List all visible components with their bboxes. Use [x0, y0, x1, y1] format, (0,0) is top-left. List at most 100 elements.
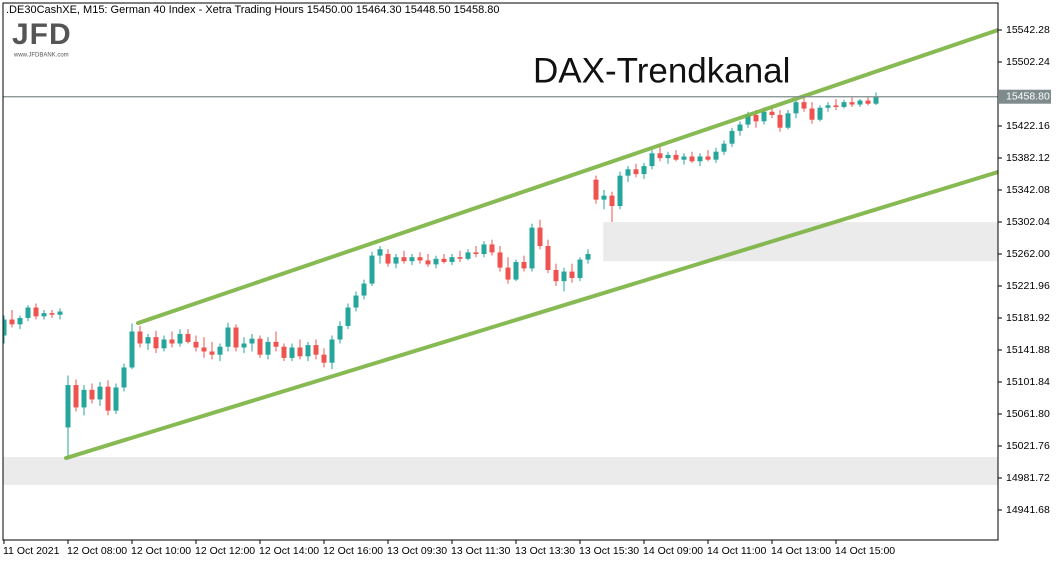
candle-body	[129, 331, 135, 368]
candle-body	[729, 130, 735, 144]
support-zone	[3, 456, 998, 485]
x-tick-label: 14 Oct 11:00	[707, 545, 767, 557]
candle-body	[289, 347, 295, 358]
candle-body	[617, 175, 623, 207]
x-tick-label: 12 Oct 10:00	[131, 545, 191, 557]
trendline	[64, 169, 998, 461]
candle-body	[825, 105, 831, 108]
x-tick-label: 14 Oct 09:00	[643, 545, 703, 557]
candle-body	[249, 338, 255, 344]
candle-body	[233, 327, 239, 348]
candle-body	[185, 333, 191, 342]
logo: JFD	[12, 18, 72, 51]
candle-body	[857, 100, 863, 105]
y-tick-label: 15181.92	[1006, 312, 1050, 324]
candle-body	[665, 154, 671, 159]
plot-frame	[2, 2, 999, 541]
candle-body	[169, 339, 175, 344]
candle-body	[265, 341, 271, 355]
candle-body	[113, 387, 119, 411]
candle-body	[577, 259, 583, 278]
candle-body	[761, 111, 767, 122]
candle-body	[649, 153, 655, 167]
candle-body	[449, 257, 455, 262]
candle-body	[209, 351, 215, 355]
candle-body	[273, 341, 279, 347]
candle-body	[193, 341, 199, 348]
x-tick-label: 12 Oct 16:00	[323, 545, 383, 557]
x-tick-label: 13 Oct 15:30	[579, 545, 639, 557]
candle-body	[873, 96, 879, 104]
candles	[3, 92, 879, 459]
candle-body	[505, 267, 511, 280]
candle-body	[33, 307, 39, 317]
candle-body	[25, 307, 31, 318]
candle-body	[49, 313, 55, 315]
zones	[3, 222, 998, 485]
candle-body	[681, 156, 687, 160]
candle-body	[721, 143, 727, 152]
candle-body	[57, 311, 63, 315]
y-tick-label: 15422.16	[1006, 120, 1050, 132]
candle-body	[337, 325, 343, 340]
candle-body	[353, 295, 359, 308]
candle-body	[777, 114, 783, 128]
y-tick-label: 15542.28	[1006, 24, 1050, 36]
candle-body	[513, 261, 519, 280]
candle-body	[537, 227, 543, 247]
support-zone	[603, 222, 998, 262]
candle-body	[393, 257, 399, 264]
candle-body	[161, 339, 167, 349]
candle-body	[817, 107, 823, 120]
candle-body	[145, 337, 151, 344]
candle-body	[625, 169, 631, 176]
candle-body	[321, 354, 327, 363]
candle-body	[137, 331, 143, 344]
candle-body	[241, 343, 247, 348]
candle-body	[41, 313, 47, 317]
candle-body	[641, 166, 647, 175]
y-tick-label: 15021.76	[1006, 440, 1050, 452]
candle-body	[105, 386, 111, 411]
candle-body	[497, 252, 503, 268]
candle-body	[601, 195, 607, 200]
candle-body	[281, 346, 287, 358]
candle-body	[473, 252, 479, 254]
candle-body	[865, 100, 871, 104]
last-price-label: 15458.80	[1006, 90, 1050, 102]
y-tick-label: 14941.68	[1006, 504, 1050, 516]
overlay	[3, 27, 998, 461]
candle-body	[3, 319, 7, 336]
candle-body	[585, 253, 591, 260]
candle-body	[785, 113, 791, 128]
candle-body	[297, 347, 303, 357]
last-price-tag	[999, 89, 1051, 104]
y-tick-label: 15342.08	[1006, 184, 1050, 196]
candle-body	[609, 195, 615, 207]
x-tick-label: 13 Oct 13:30	[515, 545, 575, 557]
candle-body	[177, 333, 183, 344]
candle-body	[313, 345, 319, 355]
candle-body	[713, 151, 719, 160]
candle-body	[385, 253, 391, 264]
candle-body	[465, 252, 471, 259]
x-tick-label: 14 Oct 15:00	[835, 545, 895, 557]
candle-body	[401, 257, 407, 262]
y-tick-label: 15221.96	[1006, 280, 1050, 292]
candle-body	[201, 347, 207, 352]
candle-body	[673, 154, 679, 160]
y-tick-label: 15101.84	[1006, 376, 1050, 388]
x-tick-label: 13 Oct 11:30	[451, 545, 511, 557]
axes: 15542.28 15502.24 15422.16 15382.12 15342.08…	[3, 24, 1051, 557]
header: .DE30CashXE, M15: German 40 Index - Xetr…	[6, 4, 500, 16]
candle-body	[521, 261, 527, 269]
candle-body	[801, 102, 807, 109]
x-tick-label: 12 Oct 14:00	[259, 545, 319, 557]
candle-body	[833, 105, 839, 107]
candle-body	[593, 179, 599, 200]
candle-body	[441, 258, 447, 262]
candle-body	[529, 227, 535, 269]
y-tick-label: 14981.72	[1006, 472, 1050, 484]
logo-subtitle: www.JFDBANK.com	[13, 53, 69, 59]
